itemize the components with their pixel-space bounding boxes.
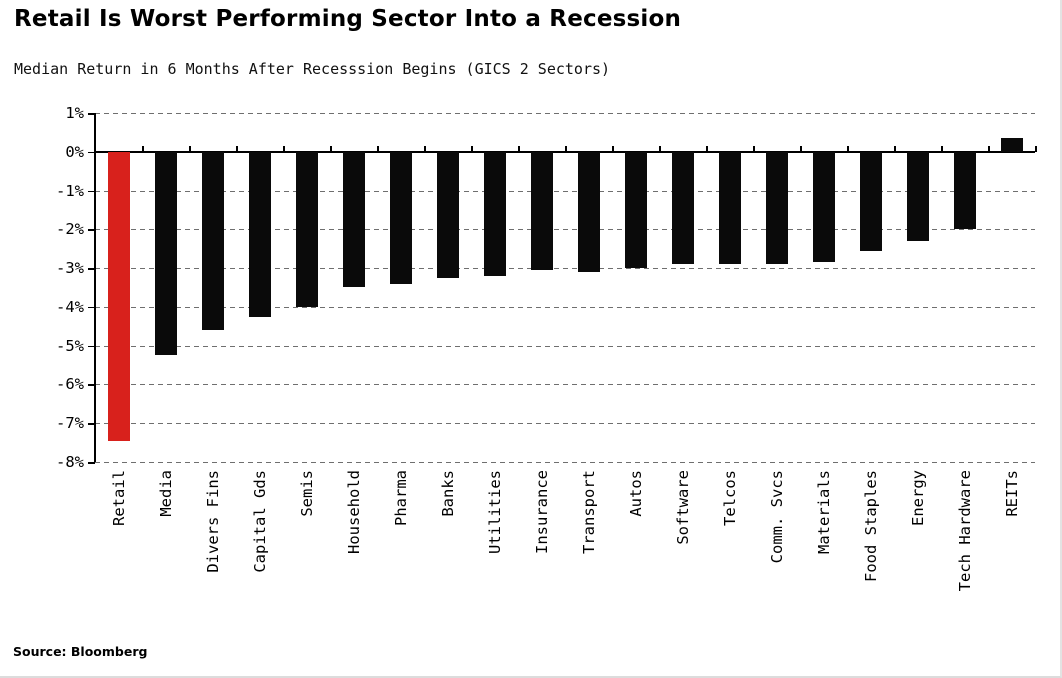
gridline-1 <box>95 113 1035 114</box>
x-label-media: Media <box>156 470 175 517</box>
x-axis-tick <box>659 145 661 152</box>
gridline--8 <box>95 462 1035 463</box>
x-label-divers-fins: Divers Fins <box>203 470 222 573</box>
zero-baseline <box>95 150 1035 153</box>
x-axis-tick <box>518 145 520 152</box>
x-label-household: Household <box>344 470 363 554</box>
source-note: Source: Bloomberg <box>13 644 148 659</box>
x-axis-tick <box>988 145 990 152</box>
x-label-reits: REITs <box>1002 470 1021 517</box>
x-label-semis: Semis <box>297 470 316 517</box>
x-label-capital-gds: Capital Gds <box>250 470 269 573</box>
y-axis-tick <box>88 306 95 309</box>
y-tick-label: -3% <box>56 259 84 278</box>
y-axis-tick <box>88 345 95 348</box>
bar-autos <box>624 151 647 269</box>
y-axis-tick <box>88 268 95 270</box>
y-tick-label: 1% <box>65 104 84 122</box>
y-axis-tick <box>88 462 95 464</box>
y-tick-label: -6% <box>56 375 84 394</box>
x-label-autos: Autos <box>626 470 645 517</box>
bar-retail <box>107 151 130 441</box>
x-axis-tick <box>283 145 285 152</box>
y-tick-label: 0% <box>65 142 84 161</box>
gridline--5 <box>95 345 1035 347</box>
bar-software <box>671 151 694 265</box>
y-axis-tick <box>88 151 95 154</box>
x-label-transport: Transport <box>579 470 598 554</box>
bar-media <box>154 151 177 356</box>
gridline--3 <box>95 268 1035 270</box>
x-axis-tick <box>236 145 238 152</box>
gridline--6 <box>95 384 1035 386</box>
x-label-software: Software <box>673 470 692 545</box>
bar-comm-svcs <box>765 151 788 265</box>
x-label-telcos: Telcos <box>720 470 739 526</box>
x-axis-tick <box>377 145 379 152</box>
x-axis-tick <box>612 145 614 152</box>
bar-energy <box>906 151 929 241</box>
bar-banks <box>436 151 459 278</box>
y-axis-tick <box>88 384 95 386</box>
y-tick-label: -7% <box>56 414 84 433</box>
x-label-materials: Materials <box>814 470 833 554</box>
x-label-energy: Energy <box>908 470 927 526</box>
y-axis-tick <box>88 190 95 193</box>
chart-subtitle: Median Return in 6 Months After Recesssi… <box>14 60 611 78</box>
chart-title: Retail Is Worst Performing Sector Into a… <box>14 6 682 32</box>
bar-pharma <box>389 151 412 284</box>
x-label-utilities: Utilities <box>485 470 504 554</box>
bar-semis <box>295 151 318 307</box>
y-tick-label: -5% <box>56 336 84 355</box>
x-axis-tick <box>189 145 191 152</box>
bar-tech-hardware <box>953 151 976 230</box>
bar-divers-fins <box>201 151 224 331</box>
gridline--7 <box>95 423 1035 425</box>
x-label-retail: Retail <box>109 470 128 526</box>
x-label-pharma: Pharma <box>391 470 410 526</box>
y-tick-label: -8% <box>56 453 84 471</box>
y-tick-label: -4% <box>56 297 84 316</box>
x-label-comm-svcs: Comm. Svcs <box>767 470 786 564</box>
bar-household <box>342 151 365 288</box>
y-tick-label: -2% <box>56 220 84 239</box>
gridline--1 <box>95 190 1035 192</box>
x-axis-tick <box>941 145 943 152</box>
bar-reits <box>1000 138 1023 152</box>
y-axis-tick <box>88 229 95 231</box>
y-axis-tick <box>88 423 95 425</box>
bar-food-staples <box>859 151 882 251</box>
bar-insurance <box>530 151 553 271</box>
y-axis-tick <box>88 113 95 115</box>
x-axis-tick <box>800 145 802 152</box>
x-axis-tick <box>330 145 332 152</box>
x-axis-tick <box>565 145 567 152</box>
x-label-insurance: Insurance <box>532 470 551 554</box>
x-label-banks: Banks <box>438 470 457 517</box>
x-axis-tick <box>753 145 755 152</box>
x-axis-tick <box>847 145 849 152</box>
x-axis-tick <box>894 145 896 152</box>
x-axis-tick <box>1035 145 1037 152</box>
gridline--4 <box>95 306 1035 308</box>
x-label-food-staples: Food Staples <box>861 470 880 582</box>
bar-utilities <box>483 151 506 276</box>
bar-capital-gds <box>248 151 271 317</box>
x-axis-tick <box>142 145 144 152</box>
x-label-tech-hardware: Tech Hardware <box>955 470 974 592</box>
bar-transport <box>577 151 600 272</box>
bar-materials <box>812 151 835 263</box>
gridline--2 <box>95 229 1035 231</box>
x-axis-tick <box>471 145 473 152</box>
x-axis-tick <box>706 145 708 152</box>
x-axis-tick <box>424 145 426 152</box>
bar-telcos <box>718 151 741 265</box>
y-axis-line <box>94 113 96 462</box>
y-tick-label: -1% <box>56 181 84 200</box>
